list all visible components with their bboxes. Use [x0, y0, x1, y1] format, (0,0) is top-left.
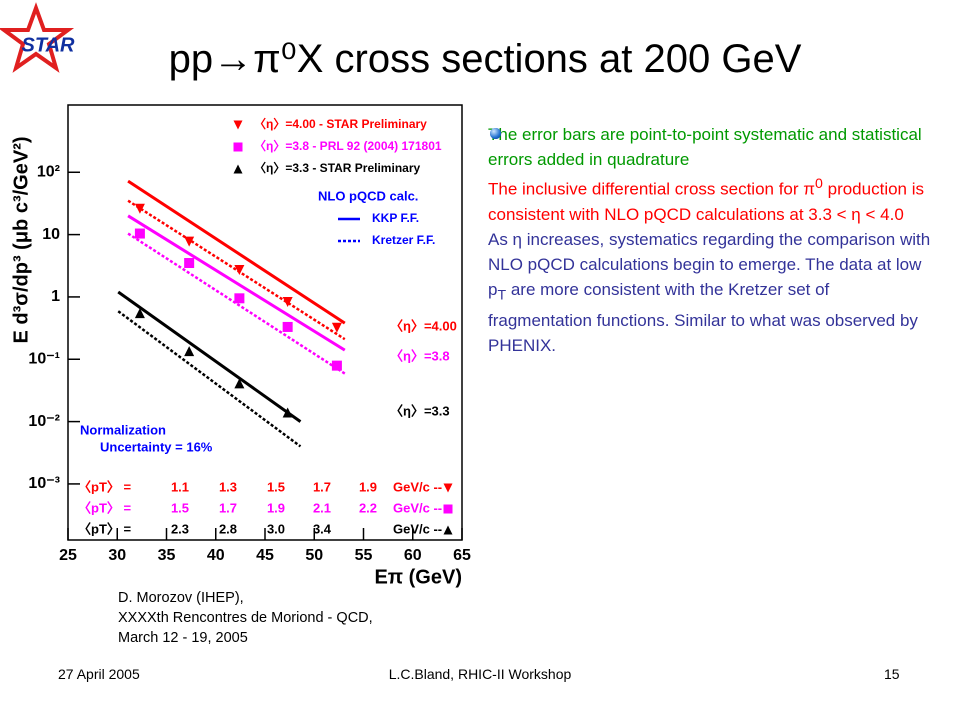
bullet-text: production is consistent with NLO pQCD c…: [488, 179, 925, 224]
normalization-note: Normalization: [80, 422, 166, 437]
x-tick-label: 40: [207, 547, 225, 564]
series-label: 〈η〉=3.8: [390, 348, 450, 363]
normalization-note: Uncertainty = 16%: [100, 439, 213, 454]
bullet-text: The error bars are point-to-point system…: [488, 125, 922, 169]
legend-label: 〈η〉=4.00 - STAR Preliminary: [254, 116, 427, 131]
legend-label: Kretzer F.F.: [372, 233, 435, 247]
bullet-text: are more consistent with the Kretzer set…: [488, 279, 918, 356]
logo: STAR: [0, 2, 76, 73]
pt-value: 1.3: [219, 479, 237, 494]
pt-value: 1.7: [219, 500, 237, 515]
x-tick-label: 25: [59, 547, 77, 564]
marker-triangle: [282, 296, 293, 307]
marker-triangle: [134, 203, 145, 214]
legend-label: KKP F.F.: [372, 211, 419, 225]
curve-title: NLO pQCD calc.: [318, 188, 418, 203]
pt-unit: GeV/c --: [393, 521, 442, 536]
pt-value: 1.1: [171, 479, 189, 494]
marker-triangle: [234, 265, 245, 276]
y-tick-label: 1: [51, 288, 60, 305]
x-tick-label: 30: [108, 547, 126, 564]
marker-square: [134, 228, 145, 239]
legend-label: 〈η〉=3.8 - PRL 92 (2004) 171801: [254, 138, 442, 153]
pt-value: 2.1: [313, 500, 331, 515]
pt-value: 2.3: [171, 521, 189, 536]
y-tick-label: 10⁻¹: [28, 350, 60, 367]
nlo-curve: [127, 179, 346, 325]
marker-square: [234, 293, 245, 304]
logo-text: STAR: [22, 34, 76, 56]
marker-triangle: [184, 236, 195, 247]
pt-value: 3.4: [313, 521, 332, 536]
marker-triangle: [282, 407, 293, 418]
marker-square: [233, 142, 243, 152]
pt-label: 〈pT〉 =: [78, 479, 131, 494]
pt-value: 2.8: [219, 521, 237, 536]
nlo-curve: [127, 232, 346, 375]
y-tick-label: 10²: [37, 163, 60, 180]
logo-star: [0, 2, 75, 73]
bullet: The error bars are point-to-point system…: [488, 122, 933, 172]
subscript: T: [497, 287, 507, 304]
pt-value: 2.2: [359, 500, 377, 515]
x-axis-label: Eπ (GeV): [374, 566, 462, 588]
slide-title: pp→π⁰X cross sections at 200 GeV: [168, 37, 802, 81]
chart: 25 30 35 40 45 50 55 60 65 10² 10 1 10⁻¹ 10⁻² 10⁻³ Eπ (…: [10, 104, 471, 588]
x-tick-label: 55: [355, 547, 373, 564]
bullet-text: The inclusive differential cross section…: [488, 179, 816, 199]
nlo-curve: [127, 199, 346, 341]
y-axis-label: E d³σ/dp³ (μb c³/GeV²): [10, 136, 32, 343]
pt-value: 1.5: [267, 479, 285, 494]
marker-triangle: [134, 308, 145, 319]
x-tick-label: 35: [158, 547, 176, 564]
marker-triangle: [443, 525, 453, 535]
y-tick-label: 10: [42, 226, 60, 243]
superscript: 0: [815, 176, 823, 192]
pt-value: 1.5: [171, 500, 189, 515]
bullet-marker: [490, 128, 501, 139]
pt-value: 1.9: [267, 500, 285, 515]
marker-triangle: [233, 120, 243, 130]
bullet-text: As η increases, systematics regarding th…: [488, 229, 931, 299]
citation: D. Morozov (IHEP), XXXXth Rencontres de M…: [118, 588, 373, 648]
marker-square: [184, 258, 195, 269]
marker-square: [443, 504, 453, 514]
legend-label: 〈η〉=3.3 - STAR Preliminary: [254, 160, 420, 175]
x-tick-label: 60: [404, 547, 422, 564]
pt-unit: GeV/c --: [393, 479, 442, 494]
y-tick-label: 10⁻³: [28, 475, 60, 492]
pt-value: 3.0: [267, 521, 285, 536]
bullet-list: The error bars are point-to-point system…: [488, 122, 933, 358]
y-tick-label: 10⁻²: [28, 413, 60, 430]
marker-square: [331, 360, 342, 371]
x-tick-label: 45: [256, 547, 274, 564]
marker-triangle: [233, 164, 243, 174]
citation-line: March 12 - 19, 2005: [118, 630, 248, 646]
pt-value: 1.7: [313, 479, 331, 494]
nlo-curve: [117, 310, 302, 448]
marker-triangle: [234, 378, 245, 389]
citation-line: XXXXth Rencontres de Moriond - QCD,: [118, 610, 373, 626]
nlo-curve: [127, 214, 346, 352]
pt-label: 〈pT〉 =: [78, 500, 131, 515]
marker-triangle: [331, 322, 342, 333]
series-label: 〈η〉=4.00: [390, 318, 457, 333]
pt-label: 〈pT〉 =: [78, 521, 131, 536]
marker-square: [282, 321, 293, 332]
footer-date: 27 April 2005: [58, 666, 140, 682]
pt-value: 1.9: [359, 479, 377, 494]
bullet: The inclusive differential cross section…: [488, 128, 933, 227]
series-label: 〈η〉=3.3: [390, 403, 450, 418]
marker-triangle: [443, 483, 453, 493]
citation-line: D. Morozov (IHEP),: [118, 590, 244, 606]
x-tick-label: 65: [453, 547, 471, 564]
pt-unit: GeV/c --: [393, 500, 442, 515]
bullet: As η increases, systematics regarding th…: [488, 128, 933, 358]
footer-center: L.C.Bland, RHIC-II Workshop: [388, 666, 572, 682]
nlo-curve: [117, 290, 302, 423]
x-tick-label: 50: [305, 547, 323, 564]
footer-page: 15: [884, 666, 900, 682]
marker-triangle: [184, 346, 195, 357]
